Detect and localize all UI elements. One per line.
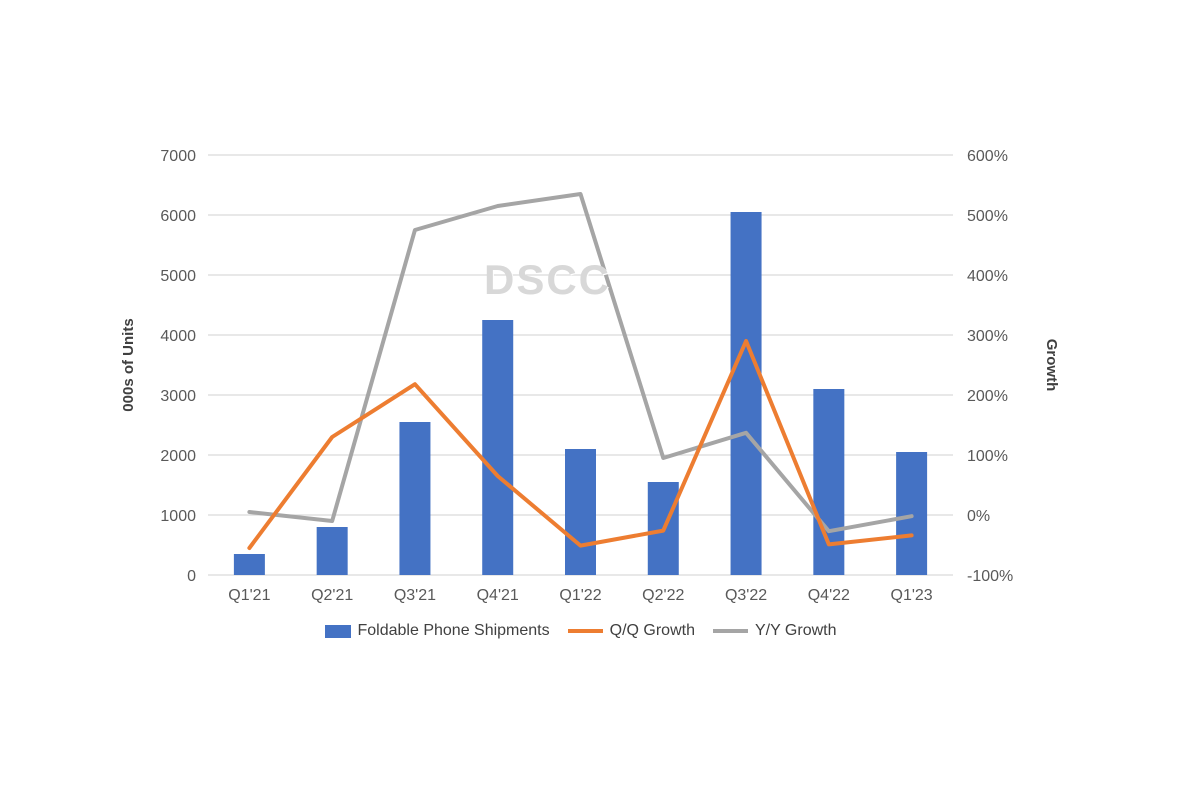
right-axis-tick: 300% [967, 328, 1008, 345]
line-series [247, 339, 914, 550]
left-axis-tick: 3000 [160, 388, 196, 405]
legend-item: Y/Y Growth [712, 622, 837, 640]
bar [896, 452, 928, 575]
right-axis-tick: 100% [967, 448, 1008, 465]
right-axis-tick: 500% [967, 208, 1008, 225]
x-axis-label: Q1'23 [891, 587, 933, 604]
x-axis-label: Q2'21 [311, 587, 353, 604]
legend-line-marker [712, 629, 748, 633]
x-axis-label: Q3'22 [725, 587, 767, 604]
left-axis-title: 000s of Units [120, 318, 137, 411]
legend-label: Foldable Phone Shipments [357, 622, 550, 639]
x-axis-label: Q4'22 [808, 587, 850, 604]
right-axis-tick: 200% [967, 388, 1008, 405]
legend: Foldable Phone Shipments Q/Q Growth Y/Y Gr… [208, 622, 953, 640]
left-axis-tick: 6000 [160, 208, 196, 225]
x-axis-label: Q2'22 [642, 587, 684, 604]
right-axis-tick: 0% [967, 508, 990, 525]
x-axis-label: Q4'21 [477, 587, 519, 604]
right-axis-tick: 400% [967, 268, 1008, 285]
legend-label: Q/Q Growth [609, 622, 695, 639]
left-axis-tick: 2000 [160, 448, 196, 465]
legend-label: Y/Y Growth [754, 622, 837, 639]
line-series [247, 192, 914, 534]
right-axis-tick: 600% [967, 148, 1008, 165]
left-axis-tick: 1000 [160, 508, 196, 525]
legend-line-marker [567, 629, 603, 633]
right-axis-tick: -100% [967, 568, 1013, 585]
bar [316, 527, 348, 575]
bar [813, 389, 845, 575]
bar [565, 449, 596, 575]
left-axis-tick: 0 [187, 568, 196, 585]
left-axis-tick: 4000 [160, 328, 196, 345]
bar [399, 422, 431, 575]
bar [482, 320, 514, 575]
legend-item: Q/Q Growth [567, 622, 695, 640]
x-axis-label: Q1'21 [228, 587, 270, 604]
right-axis-title: Growth [1043, 339, 1060, 392]
left-axis-tick: 7000 [160, 148, 196, 165]
legend-square-marker [324, 624, 351, 638]
bar [233, 554, 265, 575]
left-axis-tick: 5000 [160, 268, 196, 285]
bar [730, 212, 762, 575]
x-axis-label: Q3'21 [394, 587, 436, 604]
x-axis-label: Q1'22 [559, 587, 601, 604]
watermark: DSCC [484, 256, 612, 303]
legend-item: Foldable Phone Shipments [324, 622, 550, 640]
